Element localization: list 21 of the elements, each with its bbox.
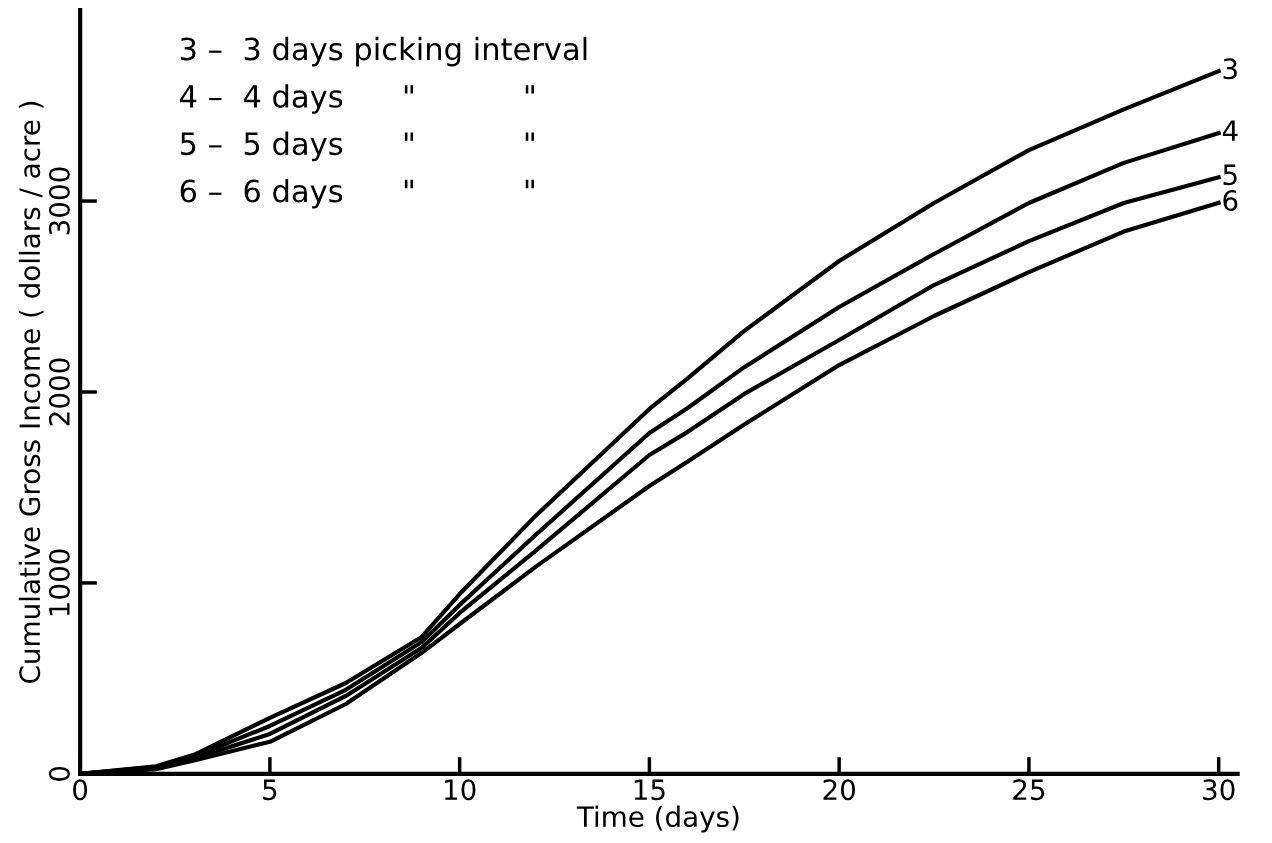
- x-tick-label: 5: [263, 779, 277, 801]
- y-tick-label: 1000: [48, 549, 70, 616]
- y-tick-label: 0: [48, 766, 70, 781]
- annotation: 3 – 3 days picking interval: [180, 36, 587, 67]
- series-label: 6: [1223, 190, 1238, 212]
- series-label: 3: [1223, 58, 1237, 80]
- x-tick-label: 15: [634, 779, 665, 801]
- x-tick-label: 10: [445, 779, 476, 801]
- y-tick-label: 3000: [48, 167, 70, 235]
- series-label: 5: [1223, 164, 1237, 186]
- x-tick-label: 25: [1013, 779, 1045, 801]
- x-axis-title: Time (days): [576, 805, 739, 833]
- x-tick-label: 0: [73, 779, 88, 801]
- x-tick-label: 30: [1203, 779, 1235, 801]
- annotation: 4 – 4 days " ": [180, 84, 534, 114]
- annotation: 6 – 6 days " ": [180, 178, 534, 209]
- y-tick-label: 2000: [48, 358, 70, 426]
- y-axis-title: Cumulative Gross Income ( dollars / acre ): [18, 101, 44, 683]
- annotation: 5 – 5 days " ": [180, 131, 534, 162]
- series-label: 4: [1222, 120, 1238, 141]
- x-tick-label: 20: [823, 779, 855, 801]
